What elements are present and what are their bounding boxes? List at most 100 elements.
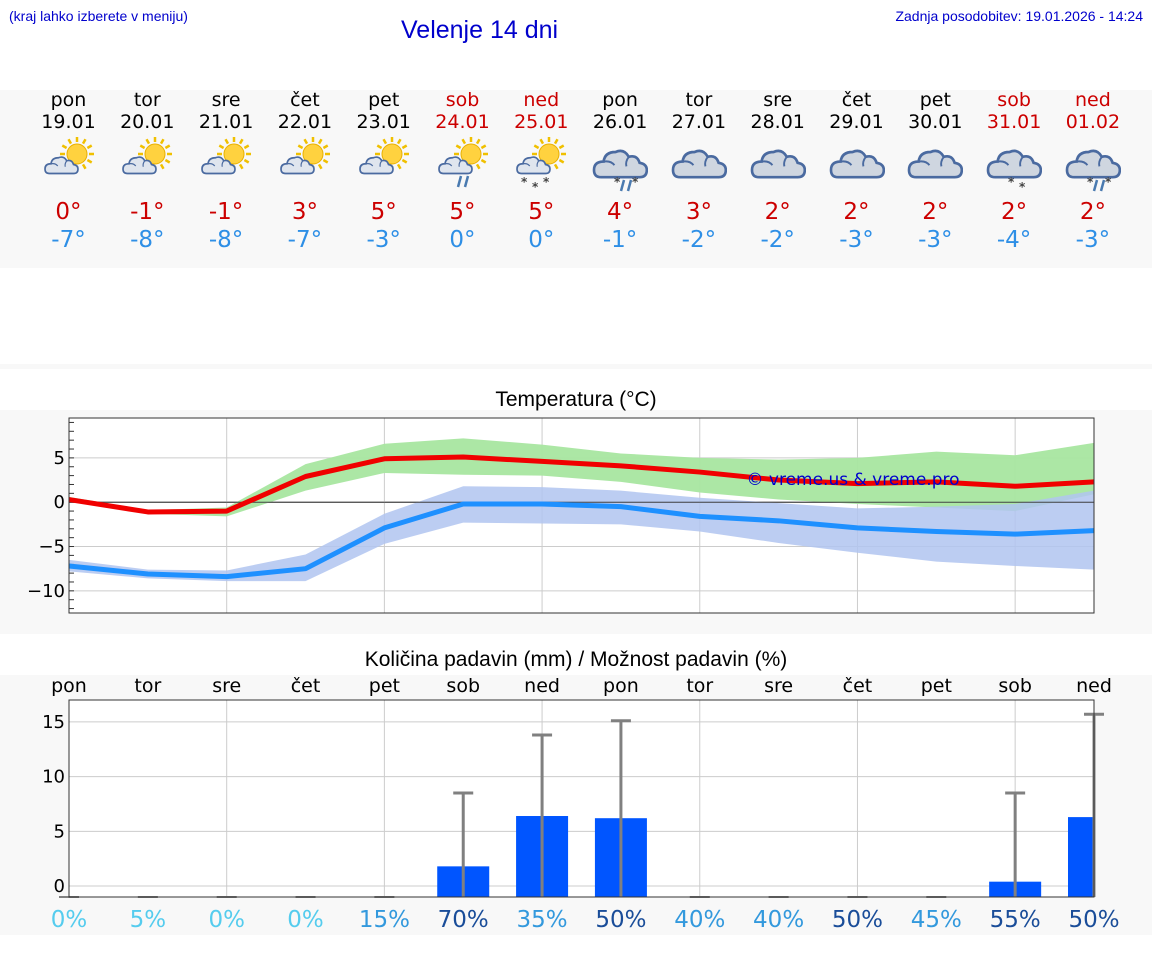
snowflake: * [532, 180, 539, 192]
snowflake: * [614, 175, 621, 189]
sun-ray [160, 163, 165, 170]
snowflake: * [1008, 175, 1015, 189]
x-tick-label: pon [51, 675, 87, 697]
snowflake: * [1087, 175, 1094, 189]
day-name: sre [211, 89, 241, 111]
temp-min: -8° [130, 227, 165, 253]
y-tick-label: 10 [42, 767, 65, 788]
sun-disc [460, 143, 481, 165]
sun-ray [145, 138, 151, 145]
day-column: ned 25.01 * * * 5° 0° [501, 88, 581, 268]
sun-ray [401, 144, 408, 150]
temp-min: -2° [681, 227, 717, 253]
temp-min: -3° [918, 227, 953, 253]
x-tick-label: ned [1076, 675, 1112, 697]
cloud-outline [907, 149, 964, 179]
partly-sunny-icon [280, 137, 330, 175]
location-hint[interactable]: (kraj lahko izberete v meniju) [9, 8, 188, 24]
precip-chance-label: 35% [517, 907, 568, 933]
temp-max: 5° [370, 199, 397, 225]
day-date: 29.01 [829, 111, 884, 133]
sun-ray [455, 144, 461, 150]
x-tick-label: tor [134, 675, 161, 697]
sun-ray [86, 144, 92, 150]
y-tick-label: 15 [42, 712, 65, 733]
day-date: 27.01 [671, 111, 727, 133]
x-tick-label: sre [212, 675, 241, 697]
precipitation-chart: pon tor sre čet pet sob ned pon tor sre čet pet sob n… [42, 675, 1119, 933]
temperature-chart-title: Temperatura (°C) [495, 388, 657, 411]
cloud-detail [129, 160, 146, 167]
day-name: čet [290, 89, 320, 111]
partly-sunny-icon [201, 137, 252, 175]
day-column: sre 21.01 -1° -8° [186, 88, 266, 268]
cloud-detail [997, 156, 1024, 167]
temp-max: 2° [764, 199, 791, 225]
sun-ray [559, 144, 565, 150]
precip-chance-label: 5% [130, 907, 167, 933]
x-tick-label: tor [686, 675, 713, 697]
rain-drop [619, 179, 626, 192]
precip-bar [1068, 817, 1094, 897]
sun-ray [539, 138, 545, 145]
sun-disc [144, 143, 166, 165]
cloud-outline [280, 156, 315, 175]
cloud-detail [444, 160, 461, 167]
sun-ray [224, 138, 230, 145]
day-name: pet [919, 89, 951, 111]
day-name: sob [445, 89, 480, 111]
sun-ray [376, 144, 382, 150]
sun-ray [81, 138, 87, 145]
y-tick-label: 0 [54, 876, 65, 897]
cloud-detail [1076, 156, 1103, 167]
sun-ray [317, 138, 323, 145]
temp-max: -1° [208, 199, 244, 225]
day-date: 26.01 [592, 111, 648, 133]
day-name: pet [368, 89, 400, 111]
precip-chance-label: 40% [753, 907, 804, 933]
day-name: ned [523, 89, 560, 111]
sun-ray [218, 144, 225, 150]
cloud-detail [839, 156, 867, 167]
sun-ray [480, 144, 486, 150]
sun-ray [165, 144, 171, 150]
day-date: 30.01 [908, 111, 963, 133]
sun-ray [86, 158, 92, 164]
last-updated: Zadnja posodobitev: 19.01.2026 - 14:24 [895, 8, 1143, 24]
day-name: tor [133, 89, 161, 111]
y-tick-label: 0 [54, 492, 65, 513]
temp-max: 4° [607, 199, 634, 225]
cloud-outline [43, 156, 79, 175]
precip-chance-label: 50% [1068, 907, 1119, 933]
cloud-outline [437, 156, 473, 175]
day-date: 20.01 [120, 111, 175, 133]
cloud-shape [986, 149, 1043, 179]
y-tick-label: 5 [54, 448, 65, 469]
sun-ray [480, 158, 486, 164]
partly-sunny-icon [43, 137, 94, 175]
precip-chance-label: 0% [51, 907, 88, 933]
cloud-shape [829, 149, 885, 179]
sun-ray [382, 138, 387, 145]
temp-max: 3° [685, 199, 712, 225]
y-tick-label: 5 [54, 821, 65, 842]
cloud-shape [358, 156, 394, 175]
temp-max: -1° [130, 199, 165, 225]
sun-disc [538, 143, 560, 165]
cloud-detail [50, 160, 67, 167]
sun-ray [317, 163, 323, 170]
cloud-shape [1065, 149, 1121, 179]
precip-chance-label: 0% [287, 907, 324, 933]
precipitation-chart-title: Količina padavin (mm) / Možnost padavin … [364, 648, 788, 671]
temp-min: -3° [366, 227, 401, 253]
cloud-outline [671, 149, 727, 179]
y-tick-label: −10 [27, 581, 65, 602]
cloud-detail [682, 156, 709, 167]
cloud-icon [750, 149, 806, 179]
x-tick-label: sob [446, 675, 480, 697]
day-column: sob 24.01 5° 0° [423, 88, 503, 268]
day-date: 21.01 [198, 111, 254, 133]
sun-disc [223, 143, 245, 165]
snowflake: * [1019, 180, 1026, 192]
x-tick-label: ned [524, 675, 560, 697]
